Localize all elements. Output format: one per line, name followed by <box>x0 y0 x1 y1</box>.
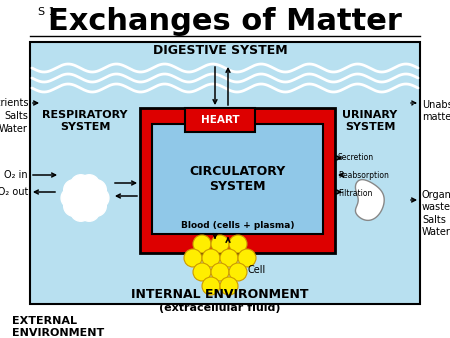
Bar <box>152 124 323 234</box>
Bar <box>185 108 255 132</box>
Bar <box>30 42 420 304</box>
Text: INTERNAL ENVIRONMENT: INTERNAL ENVIRONMENT <box>131 289 309 301</box>
Circle shape <box>79 200 99 221</box>
Polygon shape <box>356 179 384 220</box>
Circle shape <box>61 188 82 209</box>
Text: Unabsorbed
matter: Unabsorbed matter <box>422 100 450 122</box>
Circle shape <box>220 277 238 295</box>
Text: Blood (cells + plasma): Blood (cells + plasma) <box>181 220 294 230</box>
Text: Nutrients
Salts
Water: Nutrients Salts Water <box>0 98 28 135</box>
Circle shape <box>193 263 211 281</box>
Text: Exchanges of Matter: Exchanges of Matter <box>48 7 402 37</box>
Bar <box>140 108 335 253</box>
Text: (extracellular fluid): (extracellular fluid) <box>159 303 281 313</box>
Text: Reabsorption: Reabsorption <box>338 171 389 180</box>
Circle shape <box>202 249 220 267</box>
Circle shape <box>220 249 238 267</box>
Circle shape <box>202 277 220 295</box>
Circle shape <box>229 235 247 253</box>
Text: DIGESTIVE SYSTEM: DIGESTIVE SYSTEM <box>153 44 287 56</box>
Circle shape <box>184 249 202 267</box>
Circle shape <box>63 180 85 200</box>
Text: O₂ in: O₂ in <box>4 170 28 180</box>
Text: CIRCULATORY
SYSTEM: CIRCULATORY SYSTEM <box>189 165 286 193</box>
Circle shape <box>211 263 229 281</box>
Circle shape <box>211 235 229 253</box>
Circle shape <box>86 196 106 216</box>
Text: Organic
waste
Salts
Water: Organic waste Salts Water <box>422 190 450 237</box>
Circle shape <box>63 196 85 216</box>
Circle shape <box>88 188 109 209</box>
Circle shape <box>70 175 91 196</box>
Text: URINARY
SYSTEM: URINARY SYSTEM <box>342 110 398 131</box>
Text: Secretion: Secretion <box>338 153 374 163</box>
Circle shape <box>79 175 99 196</box>
Text: RESPIRATORY
SYSTEM: RESPIRATORY SYSTEM <box>42 110 128 131</box>
Circle shape <box>193 235 211 253</box>
Circle shape <box>86 180 106 200</box>
Text: S 1: S 1 <box>38 7 56 17</box>
Circle shape <box>70 200 91 221</box>
Text: Cell: Cell <box>248 265 266 275</box>
Circle shape <box>76 190 93 206</box>
Circle shape <box>229 263 247 281</box>
Text: HEART: HEART <box>201 115 239 125</box>
Text: EXTERNAL
ENVIRONMENT: EXTERNAL ENVIRONMENT <box>12 316 104 338</box>
Text: CO₂ out: CO₂ out <box>0 187 28 197</box>
Circle shape <box>238 249 256 267</box>
Text: Filtration: Filtration <box>338 190 373 198</box>
